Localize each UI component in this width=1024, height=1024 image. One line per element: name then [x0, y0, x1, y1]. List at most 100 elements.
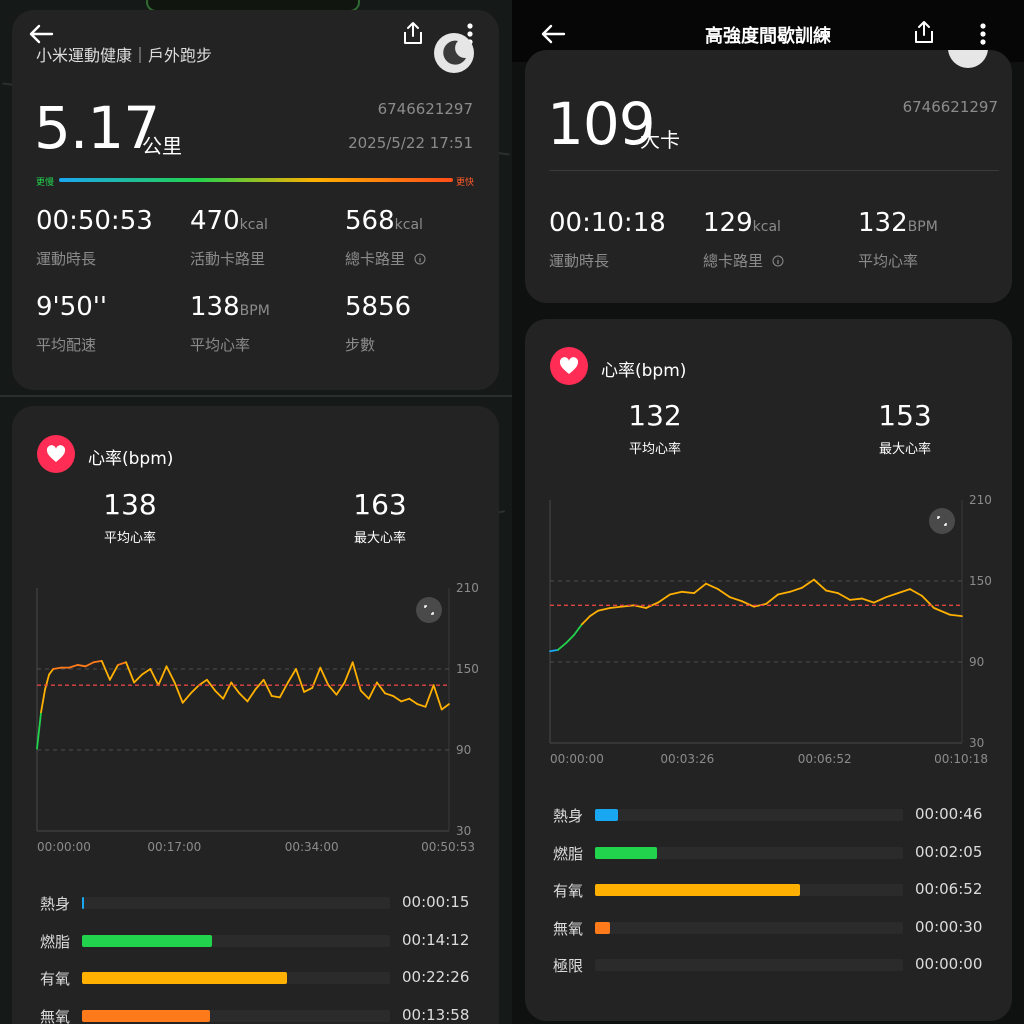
stat-duration: 00:10:18 運動時長 [549, 208, 666, 271]
hr-zone-track [595, 921, 903, 934]
hr-zone-label: 有氧 [40, 970, 71, 988]
stat-label: 平均心率 [858, 252, 919, 270]
hr-line-segment [424, 684, 435, 708]
hr-zone-label: 燃脂 [553, 844, 584, 863]
hr-line-segment [408, 697, 419, 706]
hr-line-segment [181, 692, 192, 704]
back-arrow-icon[interactable] [540, 24, 566, 48]
y-tick-label: 30 [456, 824, 471, 838]
hr-line-segment [165, 665, 176, 684]
hr-zone-label: 極限 [553, 957, 584, 975]
hr-line-segment [549, 648, 559, 653]
hr-line-segment [319, 666, 330, 687]
hr-line-segment [52, 666, 63, 670]
expand-chart-icon[interactable] [929, 508, 955, 534]
hr-line-segment [440, 703, 450, 711]
hr-zone-duration: 00:06:52 [915, 880, 983, 898]
back-arrow-icon[interactable] [28, 24, 54, 48]
hr-zone-duration: 00:00:15 [402, 893, 470, 911]
hr-line-segment [885, 592, 899, 599]
hr-line-segment [254, 678, 265, 691]
hr-zone-row: 熱身 00:00:46 [525, 803, 1012, 827]
hr-zone-bar [595, 921, 611, 934]
hr-card-title: 心率(bpm) [88, 449, 174, 469]
hr-zone-label: 有氧 [553, 882, 584, 900]
stat-total-calories: 568kcal 總卡路里 [345, 206, 426, 269]
hr-zone-bar [595, 846, 658, 859]
hr-zone-track [595, 809, 903, 821]
hr-zone-label: 無氧 [553, 919, 584, 938]
hr-line-segment [303, 687, 314, 693]
summary-card: 109 大卡 6746621297 00:10:18 運動時長 129kcal … [525, 50, 1012, 303]
hr-line-segment [44, 673, 51, 691]
hr-zone-duration: 00:14:12 [402, 930, 470, 949]
hr-line-segment [92, 660, 103, 664]
hr-line-segment [741, 600, 755, 608]
stat-value: 00:10:18 [549, 208, 666, 238]
info-icon[interactable] [772, 255, 784, 267]
hr-line-segment [921, 594, 935, 609]
hr-line-segment [416, 703, 427, 708]
right-screenshot: 高強度間歇訓練 109 大卡 6746621297 00:10:18 運動時長 … [512, 0, 1024, 1024]
hr-line-segment [789, 586, 803, 593]
hr-zone-row: 無氧 00:13:58 [12, 1004, 499, 1024]
hr-line-segment [343, 661, 354, 684]
hr-line-segment [206, 678, 216, 692]
stat-value: 138 [190, 292, 240, 322]
hr-line-segment [897, 588, 911, 595]
distance-value: 5.17 [34, 94, 160, 162]
hr-line-segment [621, 604, 635, 608]
hr-line-segment [84, 661, 95, 668]
hr-line-segment [36, 711, 42, 750]
hr-line-segment [609, 605, 623, 609]
stat-total-calories: 129kcal 總卡路里 [703, 208, 784, 271]
stat-active-calories: 470kcal 活動卡路里 [190, 206, 268, 269]
x-tick-label: 00:06:52 [798, 752, 852, 766]
hr-line-segment [765, 593, 779, 605]
hr-line-segment [837, 592, 851, 601]
hr-zone-row: 無氧 00:00:30 [525, 916, 1012, 940]
share-icon[interactable] [912, 19, 936, 49]
stat-unit: BPM [907, 219, 938, 235]
hr-line-segment [48, 668, 55, 676]
hr-zone-row: 極限 00:00:00 [525, 953, 1012, 977]
hr-line-segment [214, 689, 225, 700]
hr-line-segment [849, 597, 863, 601]
hr-zone-label: 熱身 [40, 895, 71, 913]
hr-zone-bar [595, 809, 618, 821]
record-id: 6746621297 [377, 100, 473, 118]
stat-avg-heart-rate: 138BPM 平均心率 [190, 292, 270, 355]
heart-rate-card: 心率(bpm) 138 平均心率 163 最大心率 210 150 90 30 00:0… [12, 406, 499, 1024]
calories-value: 109 [547, 90, 656, 158]
y-tick-label: 90 [456, 743, 471, 757]
stat-unit: kcal [239, 217, 268, 233]
info-icon[interactable] [414, 253, 426, 265]
hr-line-segment [597, 607, 611, 612]
y-tick-label: 30 [969, 736, 984, 750]
pace-fast-label: 更快 [456, 178, 475, 188]
hr-line-segment [68, 664, 79, 669]
stat-value: 132 [858, 208, 908, 238]
hr-max-value: 153 [878, 399, 932, 432]
x-tick-label: 00:34:00 [285, 840, 339, 854]
hr-line-segment [125, 661, 136, 684]
y-tick-label: 90 [969, 655, 984, 669]
hr-line-segment [100, 660, 111, 681]
stat-value: 568 [345, 206, 395, 236]
expand-chart-icon[interactable] [416, 597, 442, 623]
hr-zone-bar [82, 1009, 210, 1022]
hr-line-segment [949, 613, 963, 618]
hr-line-segment [801, 578, 815, 589]
hr-line-segment [76, 664, 87, 668]
hr-max-label: 最大心率 [353, 531, 406, 546]
share-icon[interactable] [401, 20, 425, 50]
hr-zone-duration: 00:13:58 [402, 1005, 470, 1024]
hr-line-segment [108, 664, 119, 681]
hr-line-segment [717, 588, 731, 599]
hr-line-segment [392, 695, 403, 703]
hr-line-segment [238, 692, 249, 703]
stat-unit: kcal [752, 219, 781, 235]
stat-label: 運動時長 [549, 252, 610, 270]
heart-icon [550, 347, 588, 385]
more-menu-icon[interactable] [979, 22, 987, 50]
